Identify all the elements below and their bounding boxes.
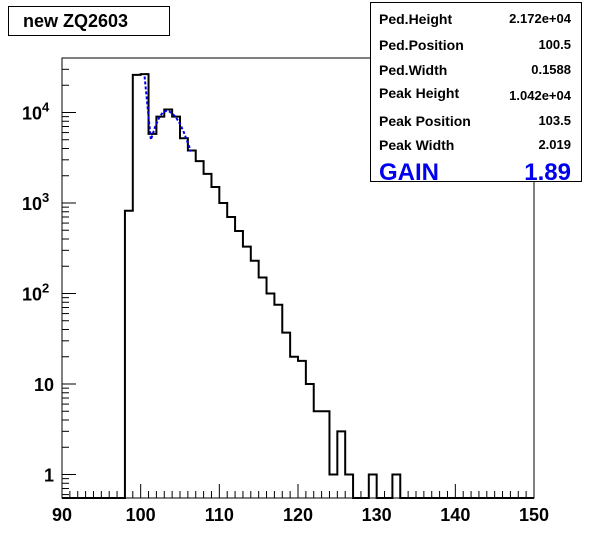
histogram-title: new ZQ2603 (8, 6, 170, 36)
gain-row: GAIN 1.89 (379, 159, 571, 186)
stat-value: 2.172e+04 (509, 11, 571, 26)
stat-value: 1.042e+04 (509, 88, 571, 103)
stat-value: 100.5 (538, 37, 571, 52)
gain-value: 1.89 (524, 159, 571, 186)
stat-value: 0.1588 (531, 62, 571, 77)
stat-ped-width: Ped.Width 0.1588 (379, 62, 571, 84)
y-tick-label: 1 (44, 466, 54, 486)
fit-curve (143, 76, 192, 152)
y-tick-label: 102 (22, 280, 49, 304)
stat-ped-position: Ped.Position 100.5 (379, 37, 571, 59)
gain-label: GAIN (379, 159, 439, 186)
x-tick-labels: 90 100 110 120 130 140 150 (52, 505, 549, 525)
x-tick-label: 100 (126, 505, 156, 525)
stat-label: Ped.Width (379, 62, 448, 78)
stat-label: Ped.Position (379, 37, 464, 53)
x-tick-label: 140 (440, 505, 470, 525)
y-tick-label: 103 (22, 190, 49, 214)
stat-peak-height: Peak Height 1.042e+04 (379, 85, 571, 107)
x-tick-label: 120 (283, 505, 313, 525)
stat-label: Peak Width (379, 137, 455, 153)
stat-label: Peak Height (379, 85, 460, 101)
y-tick-label: 10 (34, 375, 54, 395)
stat-value: 2.019 (538, 137, 571, 152)
stat-peak-width: Peak Width 2.019 (379, 137, 571, 159)
stat-peak-position: Peak Position 103.5 (379, 113, 571, 135)
stat-label: Ped.Height (379, 11, 453, 27)
stat-ped-height: Ped.Height 2.172e+04 (379, 11, 571, 33)
x-tick-label: 150 (519, 505, 549, 525)
x-tick-label: 90 (52, 505, 72, 525)
stat-label: Peak Position (379, 113, 471, 129)
y-tick-labels: 1 10 102 103 104 (22, 99, 54, 485)
x-tick-label: 130 (362, 505, 392, 525)
y-tick-label: 104 (22, 99, 50, 123)
x-tick-label: 110 (205, 505, 234, 525)
stats-box: Ped.Height 2.172e+04 Ped.Position 100.5 … (370, 2, 582, 186)
stat-value: 103.5 (538, 113, 571, 128)
